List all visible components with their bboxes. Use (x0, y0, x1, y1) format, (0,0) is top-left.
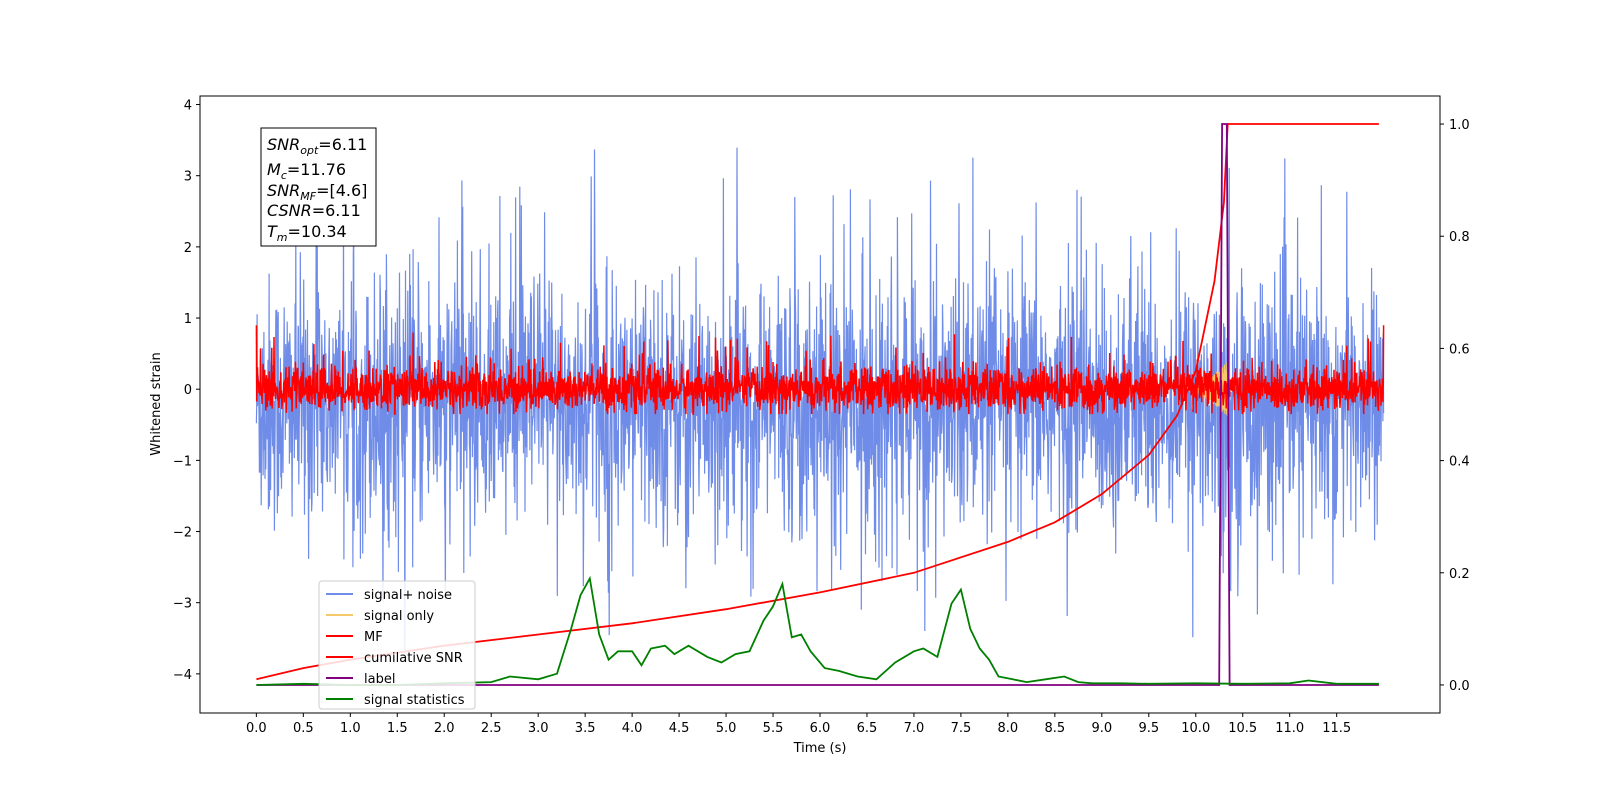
y2-axis: 0.0 0.2 0.4 0.6 0.8 1.0 (1440, 118, 1470, 694)
y2-tick-label: 0.4 (1449, 455, 1470, 470)
y-axis-label: Whitened strain (149, 352, 164, 455)
x-tick-label: 5.0 (716, 721, 737, 736)
y-tick-label: −1 (173, 454, 192, 469)
y-tick-label: 3 (184, 170, 192, 185)
y2-tick-label: 0.2 (1449, 567, 1470, 582)
annotation-snr-mf: SNRMF=[4.6] (267, 181, 367, 203)
x-tick-label: 10.0 (1181, 721, 1210, 736)
x-tick-label: 11.5 (1322, 721, 1351, 736)
y2-tick-label: 0.0 (1449, 679, 1470, 694)
x-tick-label: 8.0 (998, 721, 1019, 736)
y2-tick-label: 1.0 (1449, 118, 1470, 133)
x-tick-label: 2.0 (434, 721, 455, 736)
x-tick-label: 10.5 (1228, 721, 1257, 736)
x-tick-label: 6.5 (857, 721, 878, 736)
legend-label: signal only (364, 609, 434, 624)
x-tick-label: 7.5 (951, 721, 972, 736)
series-mf (255, 325, 1385, 415)
x-axis-label: Time (s) (793, 741, 847, 756)
legend-label: signal statistics (364, 693, 465, 708)
x-tick-label: 4.5 (669, 721, 690, 736)
y2-tick-label: 0.6 (1449, 342, 1470, 357)
annotation-box (260, 127, 377, 247)
x-tick-label: 5.5 (763, 721, 784, 736)
x-tick-label: 8.5 (1045, 721, 1066, 736)
x-tick-label: 7.0 (904, 721, 925, 736)
x-tick-label: 1.0 (340, 721, 361, 736)
x-tick-label: 3.5 (575, 721, 596, 736)
annotation-csnr: CSNR=6.11 (267, 201, 361, 220)
legend-label: label (364, 672, 395, 687)
y-tick-label: 4 (184, 99, 192, 114)
legend-box (318, 580, 476, 710)
x-tick-label: 9.5 (1138, 721, 1159, 736)
x-tick-label: 0.0 (246, 721, 267, 736)
y-tick-label: 0 (184, 383, 192, 398)
legend: signal+ noise signal only MF cumilative SNR… (318, 580, 476, 710)
series-signal-statistics (256, 575, 1379, 686)
y-axis: −4 −3 −2 −1 0 1 2 3 4 (173, 99, 200, 683)
x-tick-label: 6.0 (810, 721, 831, 736)
y-tick-label: 2 (184, 241, 192, 256)
annotation-tm: Tm=10.34 (267, 222, 347, 244)
x-axis: 0.0 0.5 1.0 1.5 2.0 2.5 3.0 3.5 4.0 4.5 5.0 5.5 6.0 6… (246, 713, 1351, 736)
x-tick-label: 9.0 (1091, 721, 1112, 736)
stats-annotation: SNRopt=6.11 Mc=11.76 SNRMF=[4.6] CSNR=6.… (260, 127, 377, 247)
y-tick-label: −2 (173, 526, 192, 541)
y2-tick-label: 0.8 (1449, 230, 1470, 245)
x-tick-label: 1.5 (387, 721, 408, 736)
x-tick-label: 3.0 (528, 721, 549, 736)
y-tick-label: −4 (173, 668, 192, 683)
y-tick-label: 1 (184, 312, 192, 327)
annotation-mc: Mc=11.76 (267, 160, 346, 182)
y-tick-label: −3 (173, 597, 192, 612)
legend-label: cumilative SNR (364, 651, 463, 666)
x-tick-label: 11.0 (1275, 721, 1304, 736)
x-tick-label: 2.5 (481, 721, 502, 736)
x-tick-label: 4.0 (622, 721, 643, 736)
x-tick-label: 0.5 (293, 721, 314, 736)
legend-label: signal+ noise (364, 588, 452, 603)
annotation-snr-opt: SNRopt=6.11 (267, 135, 367, 157)
series-label (256, 123, 1379, 686)
legend-label: MF (364, 630, 383, 645)
